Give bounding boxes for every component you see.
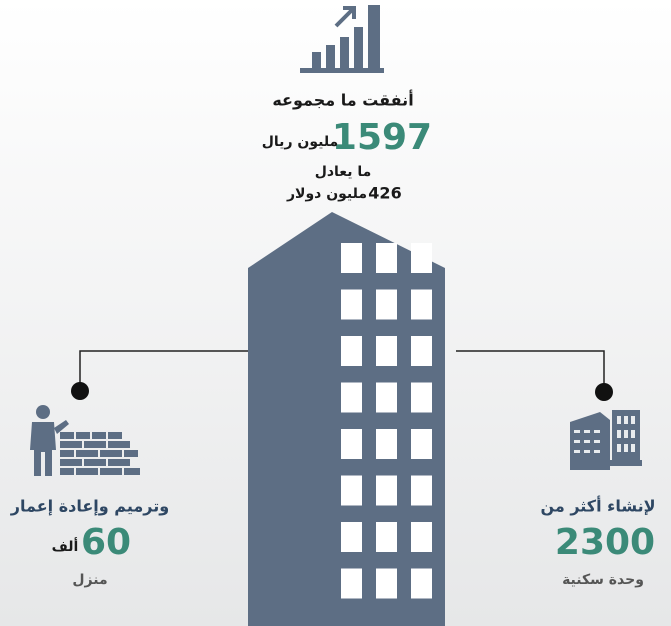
window <box>376 382 397 413</box>
window <box>376 243 397 273</box>
window <box>376 475 397 506</box>
left-unit: ألف <box>52 537 79 555</box>
window <box>341 568 362 599</box>
window <box>411 522 432 552</box>
building <box>248 212 445 626</box>
top-heading: أنفقت ما مجموعه <box>272 90 413 110</box>
buildings-icon <box>570 410 642 470</box>
top-unit: مليون ريال <box>262 134 338 150</box>
window <box>411 336 432 366</box>
growth-icon <box>300 5 384 73</box>
window <box>411 289 432 320</box>
connectors <box>79 350 605 392</box>
left-value: 60 <box>81 522 131 563</box>
window <box>341 336 362 366</box>
usd-unit: مليون دولار <box>286 186 367 202</box>
right-value: 2300 <box>555 522 655 563</box>
window <box>341 475 362 506</box>
window <box>411 475 432 506</box>
left-dot <box>71 382 89 400</box>
window <box>341 522 362 552</box>
window <box>341 382 362 413</box>
right-heading: لإنشاء أكثر من <box>540 496 655 516</box>
window <box>376 336 397 366</box>
top-value: 1597 <box>332 117 432 158</box>
window <box>376 568 397 599</box>
window <box>411 243 432 273</box>
left-caption: منزل <box>72 572 107 588</box>
window <box>376 289 397 320</box>
usd-value: 426 <box>368 184 401 203</box>
top-equivalent: ما يعادل <box>315 164 372 180</box>
window <box>411 568 432 599</box>
windows <box>341 243 432 599</box>
window <box>411 429 432 459</box>
worker-icon <box>30 405 140 476</box>
left-heading: وترميم وإعادة إعمار <box>10 497 169 516</box>
window <box>341 429 362 459</box>
window <box>376 429 397 459</box>
right-caption: وحدة سكنية <box>562 572 644 588</box>
window <box>341 243 362 273</box>
window <box>341 289 362 320</box>
right-dot <box>595 383 613 401</box>
window <box>411 382 432 413</box>
window <box>376 522 397 552</box>
